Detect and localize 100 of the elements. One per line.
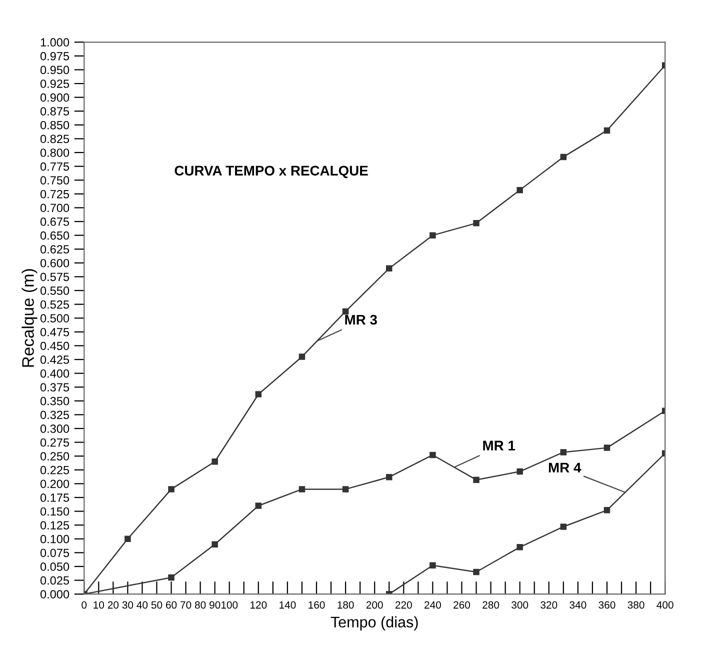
point: [604, 507, 610, 514]
point: [124, 536, 131, 542]
y-tick-label: 0.525: [40, 300, 70, 309]
point: [342, 486, 349, 492]
x-tick-label: 280: [482, 601, 500, 609]
y-tick-label: 0.875: [40, 107, 70, 116]
y-tick-label: 0.350: [40, 396, 70, 406]
y-tick-label: 0.800: [40, 148, 70, 157]
y-tick-label: 0.275: [40, 438, 70, 447]
y-tick-label: 0.625: [40, 245, 70, 254]
point: [168, 574, 174, 581]
y-tick-label: 0.000: [40, 590, 70, 598]
point: [604, 444, 610, 451]
point: [516, 468, 523, 475]
x-tick-label: 0: [82, 601, 87, 609]
point: [516, 544, 523, 550]
x-tick-label: 90: [210, 601, 220, 609]
point: [342, 308, 349, 315]
y-tick-label: 0.500: [40, 314, 70, 323]
y-tick-label: 0.950: [40, 66, 70, 74]
y-tick-label: 0.775: [40, 162, 70, 171]
y-tick-label: 0.900: [40, 93, 70, 102]
text: CURVA TEMPO x RECALQUE: [174, 166, 368, 178]
x-tick-label: 70: [180, 601, 192, 609]
y-tick-label: 0.475: [40, 328, 70, 336]
y-tick-label: 0.425: [40, 356, 70, 364]
y-tick-label: 0.125: [40, 521, 70, 530]
x-tick-label: 360: [598, 601, 616, 609]
y-tick-label: 0.200: [40, 480, 70, 488]
y-tick-label: 0.025: [40, 576, 70, 585]
y-tick-label: 0.675: [40, 218, 70, 226]
x-tick-label: 400: [656, 601, 674, 609]
point: [168, 486, 174, 492]
x-tick-label: 10: [94, 601, 104, 609]
x-tick-label: 30: [122, 601, 134, 609]
x-tick-label: 160: [308, 601, 325, 609]
y-tick-label: 0.575: [40, 272, 70, 282]
point: [255, 502, 262, 509]
point: [516, 186, 523, 194]
point: [604, 127, 610, 134]
point: [298, 486, 306, 492]
y-tick-label: 0.225: [40, 466, 70, 474]
y-tick-label: 0.650: [40, 231, 70, 240]
point: [560, 524, 567, 530]
y-tick-label: 0.450: [40, 342, 70, 350]
point: [298, 354, 306, 360]
point: [473, 220, 480, 226]
x-tick-label: 50: [151, 601, 162, 609]
x-tick-label: 200: [366, 601, 383, 609]
point: [430, 452, 436, 458]
point: [560, 154, 567, 160]
y-tick-label: 0.700: [40, 204, 70, 212]
x-tick-label: 20: [108, 601, 119, 609]
point: [430, 562, 436, 568]
annotation: MR 3: [345, 314, 377, 325]
x-tick-label: 80: [194, 601, 206, 609]
x-tick-label: 180: [338, 601, 354, 609]
point: [473, 568, 480, 576]
x-tick-label: 100: [221, 601, 238, 609]
point: [386, 265, 392, 272]
x-tick-label: 40: [136, 601, 148, 609]
point: [255, 391, 262, 398]
y-tick-label: 0.825: [40, 134, 70, 144]
point: [430, 232, 436, 238]
y-tick-label: 0.050: [40, 562, 70, 571]
y-tick-label: 0.925: [40, 80, 70, 88]
x-tick-label: 380: [628, 601, 644, 609]
y-tick-label: 0.600: [40, 258, 70, 268]
point: [473, 476, 480, 483]
x-tick-label: 300: [512, 601, 528, 609]
x-tick-label: 240: [424, 601, 441, 609]
x-tick-label: 140: [280, 601, 296, 609]
point: [386, 474, 392, 480]
x-tick-label: 220: [395, 601, 412, 609]
y-axis-title: Recalque (m): [22, 269, 38, 367]
annotation: MR 1: [483, 440, 516, 450]
y-tick-label: 0.975: [40, 52, 70, 60]
y-tick-label: 0.325: [40, 410, 70, 420]
y-tick-label: 0.400: [40, 369, 70, 378]
x-tick-label: 320: [540, 601, 558, 609]
x-tick-label: 260: [454, 601, 470, 609]
y-tick-label: 0.550: [40, 286, 70, 295]
y-tick-label: 1.000: [40, 38, 70, 47]
point: [212, 458, 218, 465]
y-tick-label: 0.750: [40, 176, 70, 185]
annotation: MR 4: [548, 462, 582, 472]
x-tick-label: 60: [166, 601, 177, 609]
point: [212, 541, 218, 548]
y-tick-label: 0.250: [40, 452, 70, 460]
y-tick-label: 0.850: [40, 120, 70, 130]
y-tick-label: 0.075: [40, 548, 70, 558]
y-tick-label: 0.300: [40, 424, 70, 433]
y-tick-label: 0.725: [40, 190, 70, 198]
x-axis-title: Tempo (dias): [330, 616, 418, 631]
x-tick-label: 120: [250, 601, 267, 609]
x-tick-label: 340: [570, 601, 586, 609]
y-tick-label: 0.375: [40, 383, 70, 392]
point: [560, 449, 567, 456]
y-tick-label: 0.175: [40, 494, 70, 502]
y-tick-label: 0.100: [40, 534, 70, 544]
